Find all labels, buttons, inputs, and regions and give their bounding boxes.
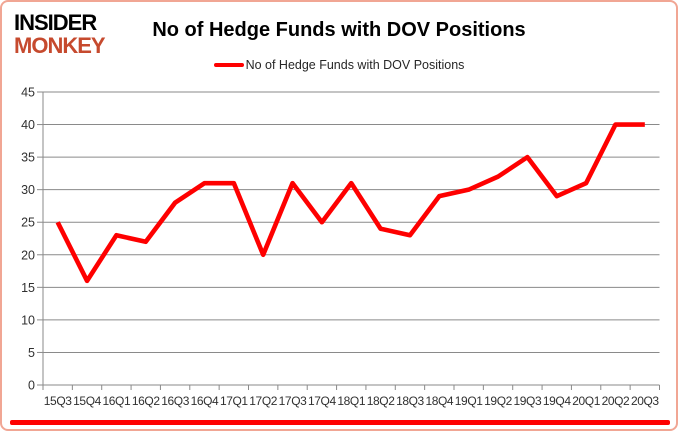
svg-text:30: 30 [21,183,35,197]
y-axis-labels: 0 5 10 15 20 25 30 35 40 45 [21,86,35,393]
x-tick-label: 20Q2 [602,394,630,408]
svg-text:25: 25 [21,216,35,230]
svg-text:0: 0 [28,379,35,393]
insider-monkey-logo: INSIDER MONKEY [14,10,106,58]
x-tick-label: 18Q3 [396,394,424,408]
x-tick-label: 19Q1 [455,394,483,408]
svg-text:45: 45 [21,86,35,100]
x-tick-label: 17Q3 [279,394,307,408]
x-tick-label: 17Q1 [220,394,248,408]
x-tick-label: 15Q4 [73,394,101,408]
axes [37,91,660,390]
bottom-red-bar [10,420,670,425]
x-tick-label: 18Q2 [367,394,395,408]
x-tick-label: 17Q2 [249,394,277,408]
gridlines [43,91,660,386]
logo-line1: INSIDER [14,10,97,35]
legend-label: No of Hedge Funds with DOV Positions [245,58,465,72]
x-tick-label: 19Q3 [514,394,542,408]
chart-legend: No of Hedge Funds with DOV Positions [2,58,676,72]
x-tick-label: 15Q3 [44,394,72,408]
svg-text:35: 35 [21,151,35,165]
logo-line2: MONKEY [14,33,106,58]
svg-text:15: 15 [21,281,35,295]
legend-line-swatch [213,62,244,68]
svg-text:5: 5 [28,346,35,360]
x-tick-label: 17Q4 [308,394,336,408]
x-tick-label: 20Q1 [572,394,600,408]
x-tick-label: 18Q4 [425,394,453,408]
line-chart: 0 5 10 15 20 25 30 35 40 45 15Q3 15Q4 16Q1 16Q2 16Q3 16… [21,86,660,408]
svg-text:10: 10 [21,313,35,327]
x-tick-label: 16Q1 [103,394,131,408]
svg-text:40: 40 [21,118,35,132]
x-tick-label: 20Q3 [631,394,659,408]
x-tick-label: 16Q3 [161,394,189,408]
x-axis-labels: 15Q3 15Q4 16Q1 16Q2 16Q3 16Q4 17Q1 17Q2 17Q3 17Q4… [44,394,660,408]
x-tick-label: 16Q4 [191,394,219,408]
x-tick-label: 18Q1 [337,394,365,408]
x-tick-label: 19Q4 [543,394,571,408]
x-tick-label: 19Q2 [484,394,512,408]
chart-title: No of Hedge Funds with DOV Positions [152,19,526,41]
svg-text:20: 20 [21,248,35,262]
x-tick-label: 16Q2 [132,394,160,408]
series-line [55,122,645,284]
